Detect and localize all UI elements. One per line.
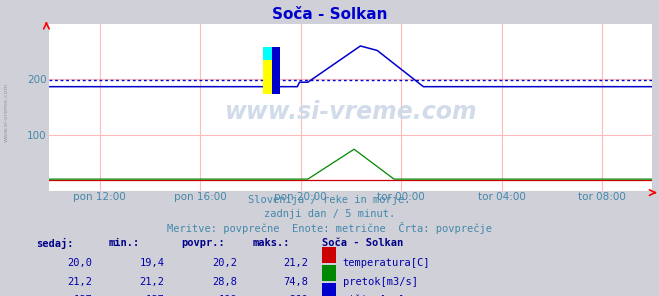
Text: 187: 187: [146, 295, 165, 296]
Text: 28,8: 28,8: [212, 277, 237, 287]
Text: povpr.:: povpr.:: [181, 238, 225, 248]
Text: 74,8: 74,8: [283, 277, 308, 287]
Text: 260: 260: [290, 295, 308, 296]
Text: sedaj:: sedaj:: [36, 238, 74, 249]
Text: 187: 187: [74, 295, 92, 296]
Text: 20,0: 20,0: [67, 258, 92, 268]
Text: www.si-vreme.com: www.si-vreme.com: [4, 83, 9, 142]
Text: 19,4: 19,4: [140, 258, 165, 268]
Bar: [264, 47, 272, 94]
Text: višina[cm]: višina[cm]: [343, 295, 405, 296]
Text: maks.:: maks.:: [252, 238, 290, 248]
Bar: [272, 47, 280, 94]
Text: www.si-vreme.com: www.si-vreme.com: [225, 100, 477, 124]
Text: 21,2: 21,2: [283, 258, 308, 268]
Text: zadnji dan / 5 minut.: zadnji dan / 5 minut.: [264, 209, 395, 219]
Text: 199: 199: [219, 295, 237, 296]
Text: 21,2: 21,2: [67, 277, 92, 287]
Text: Soča - Solkan: Soča - Solkan: [272, 7, 387, 22]
Text: Meritve: povprečne  Enote: metrične  Črta: povprečje: Meritve: povprečne Enote: metrične Črta:…: [167, 222, 492, 234]
Bar: [264, 47, 272, 60]
Text: 21,2: 21,2: [140, 277, 165, 287]
Text: Slovenija / reke in morje.: Slovenija / reke in morje.: [248, 195, 411, 205]
Text: min.:: min.:: [109, 238, 140, 248]
Text: temperatura[C]: temperatura[C]: [343, 258, 430, 268]
Text: 20,2: 20,2: [212, 258, 237, 268]
Text: pretok[m3/s]: pretok[m3/s]: [343, 277, 418, 287]
Text: Soča - Solkan: Soča - Solkan: [322, 238, 403, 248]
